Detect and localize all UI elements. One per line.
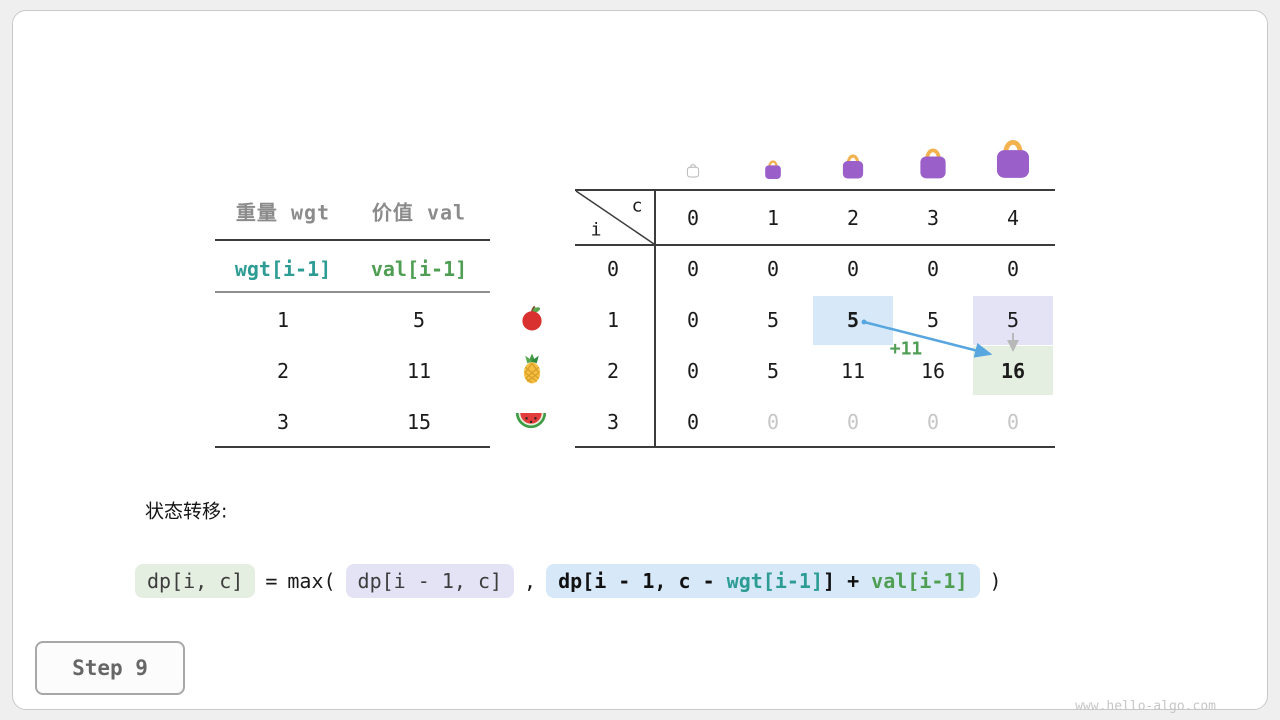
- dp-cell-2-1: 5: [766, 359, 780, 383]
- dp-cell-0-1: 0: [766, 257, 780, 281]
- item-wgt-2: 2: [276, 359, 290, 383]
- step-label: Step 9: [72, 656, 148, 680]
- transition-formula: dp[i, c] = max( dp[i - 1, c] , dp[i - 1,…: [135, 561, 1002, 601]
- item-table-rule-bottom: [215, 446, 490, 448]
- formula-lhs: dp[i, c]: [135, 564, 256, 598]
- dp-cell-3-2: 0: [846, 410, 860, 434]
- dp-cell-0-4: 0: [1006, 257, 1020, 281]
- dp-row-header-3: 3: [606, 410, 620, 434]
- dp-corner-col-var: c: [631, 195, 643, 217]
- dp-cell-0-0: 0: [686, 257, 700, 281]
- formula-arg2-prefix: dp[i - 1, c -: [558, 569, 727, 593]
- item-table-rule-mid: [215, 291, 490, 293]
- dp-col-header-1: 1: [766, 206, 780, 230]
- dp-rule-vertical: [654, 190, 656, 447]
- dp-cell-1-2: 5: [846, 308, 860, 332]
- bag-capacity-0-icon: [686, 161, 701, 178]
- bag-capacity-3-icon: [916, 143, 950, 180]
- formula-max-open: max(: [287, 569, 336, 593]
- dp-cell-1-4: 5: [1006, 308, 1020, 332]
- formula-comma: ,: [524, 569, 537, 593]
- dp-cell-1-3: 5: [926, 308, 940, 332]
- formula-equals: =: [265, 569, 278, 593]
- dp-cell-1-0: 0: [686, 308, 700, 332]
- dp-row-header-0: 0: [606, 257, 620, 281]
- card-background: [12, 10, 1268, 710]
- formula-arg1: dp[i - 1, c]: [345, 564, 515, 598]
- item-table-var-wgt: wgt[i-1]: [234, 257, 332, 281]
- step-indicator[interactable]: Step 9: [35, 641, 185, 695]
- dp-cell-3-1: 0: [766, 410, 780, 434]
- apple-icon: [520, 305, 545, 332]
- add-value-annotation: +11: [889, 338, 923, 360]
- dp-cell-1-1: 5: [766, 308, 780, 332]
- formula-arg2-wgt: wgt[i-1]: [726, 569, 823, 593]
- item-table-header-val: 价值 val: [371, 200, 467, 225]
- dp-cell-3-0: 0: [686, 410, 700, 434]
- item-table-header-wgt: 重量 wgt: [235, 200, 331, 225]
- dp-cell-3-4: 0: [1006, 410, 1020, 434]
- formula-arg2-infix: ] +: [823, 569, 872, 593]
- dp-cell-2-0: 0: [686, 359, 700, 383]
- dp-cell-0-3: 0: [926, 257, 940, 281]
- dp-corner-row-var: i: [590, 219, 602, 241]
- item-wgt-3: 3: [276, 410, 290, 434]
- dp-cell-3-3: 0: [926, 410, 940, 434]
- dp-rule-bottom: [575, 446, 1055, 448]
- item-val-3: 15: [406, 410, 432, 434]
- dp-cell-2-4: 16: [1000, 359, 1026, 383]
- watermelon-icon: [515, 411, 547, 431]
- dp-cell-0-2: 0: [846, 257, 860, 281]
- watermark: www.hello-algo.com: [1075, 699, 1216, 714]
- dp-col-header-4: 4: [1006, 206, 1020, 230]
- dp-col-header-3: 3: [926, 206, 940, 230]
- item-wgt-1: 1: [276, 308, 290, 332]
- formula-close-paren: ): [989, 569, 1002, 593]
- item-val-1: 5: [412, 308, 426, 332]
- dp-col-header-0: 0: [686, 206, 700, 230]
- bag-capacity-4-icon: [992, 133, 1035, 180]
- formula-arg2: dp[i - 1, c - wgt[i-1]] + val[i-1]: [546, 564, 980, 598]
- dp-rule-top: [575, 189, 1055, 191]
- dp-col-header-2: 2: [846, 206, 860, 230]
- item-table-rule-top: [215, 239, 490, 241]
- bag-capacity-1-icon: [763, 157, 784, 180]
- dp-cell-2-2: 11: [840, 359, 866, 383]
- dp-row-header-1: 1: [606, 308, 620, 332]
- item-val-2: 11: [406, 359, 432, 383]
- transition-label: 状态转移:: [145, 500, 228, 523]
- dp-row-header-2: 2: [606, 359, 620, 383]
- pineapple-icon: [521, 353, 544, 385]
- item-table-var-val: val[i-1]: [370, 257, 468, 281]
- formula-arg2-val: val[i-1]: [871, 569, 968, 593]
- bag-capacity-2-icon: [840, 150, 867, 180]
- dp-cell-2-3: 16: [920, 359, 946, 383]
- dp-rule-header: [575, 244, 1055, 246]
